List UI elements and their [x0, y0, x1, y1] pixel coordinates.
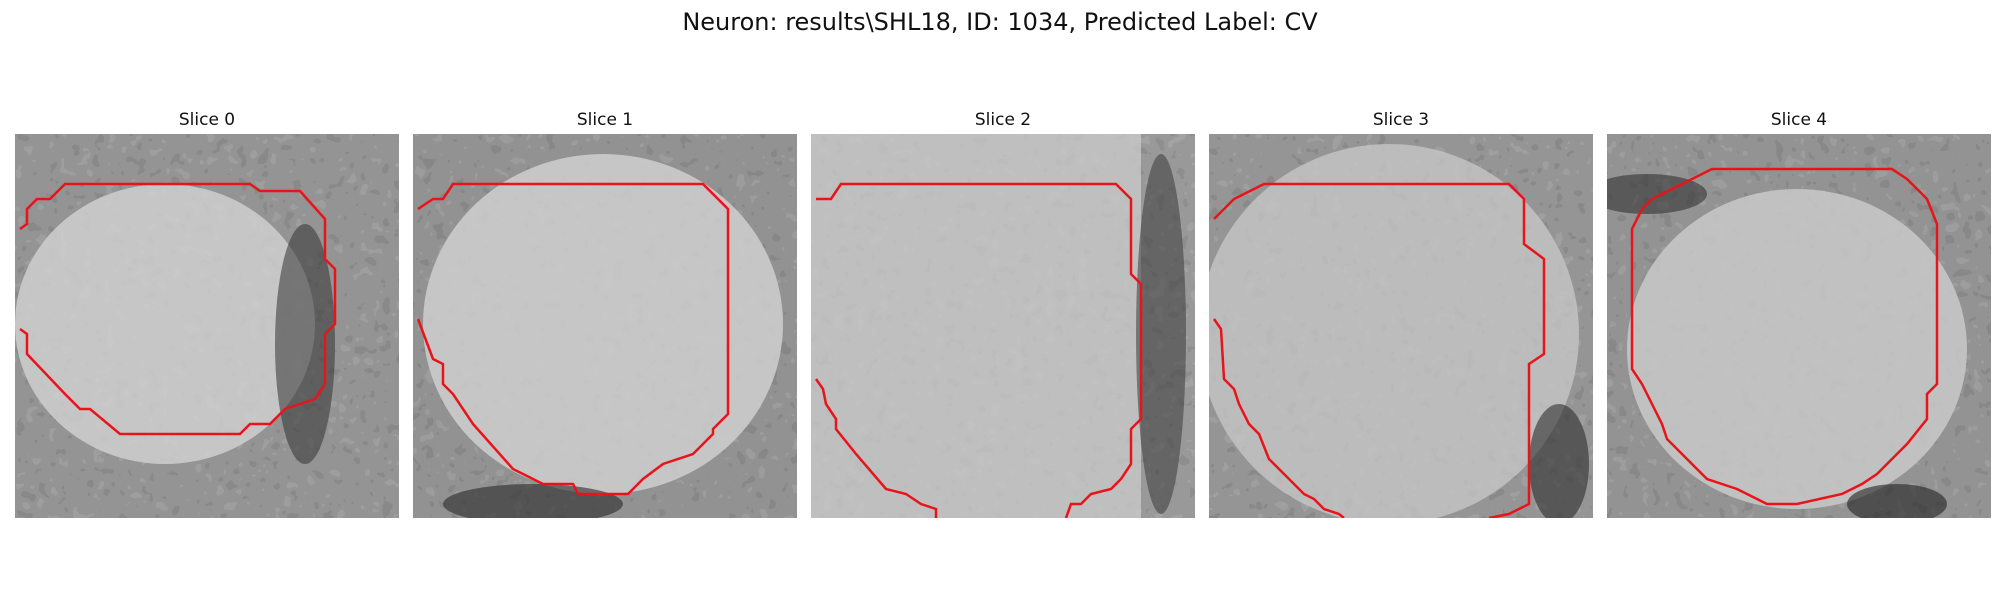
contour-4: [1630, 167, 1939, 506]
slice-image-1: [413, 134, 797, 518]
slice-image-0: [15, 134, 399, 518]
slice-panel-4: Slice 4: [1607, 110, 1991, 528]
slice-image-4: [1607, 134, 1991, 518]
slice-panel-0: Slice 0: [15, 110, 399, 528]
slice-title-3: Slice 3: [1372, 110, 1430, 130]
slice-image-2: [811, 134, 1195, 518]
slice-panel-2: Slice 2: [811, 110, 1195, 528]
contour-3a: [1213, 182, 1546, 518]
slice-title-4: Slice 4: [1770, 110, 1828, 130]
slice-title-0: Slice 0: [178, 110, 236, 130]
figure-title: Neuron: results\SHL18, ID: 1034, Predict…: [682, 8, 1318, 36]
slice-title-1: Slice 1: [576, 110, 634, 130]
slice-panel-3: Slice 3: [1209, 110, 1593, 528]
slice-image-3: [1209, 134, 1593, 518]
contour-3b: [1212, 318, 1345, 518]
slice-panel-1: Slice 1: [413, 110, 797, 528]
slice-title-2: Slice 2: [974, 110, 1032, 130]
contour-1: [416, 182, 730, 496]
contour-0: [19, 182, 337, 436]
contour-2a: [816, 182, 1143, 518]
contour-2b: [814, 378, 938, 518]
